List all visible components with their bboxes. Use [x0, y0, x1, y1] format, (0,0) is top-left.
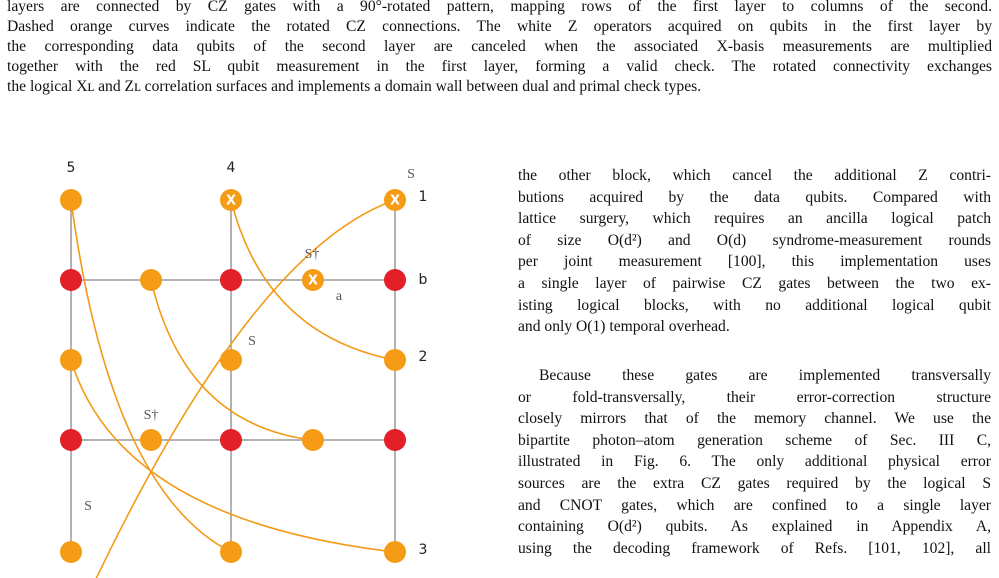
diagram-label: a: [336, 289, 343, 304]
body-line: sources are the extra CZ gates required …: [518, 475, 991, 492]
caption-line: the logical Xʟ and Zʟ correlation surfac…: [7, 78, 702, 95]
diagram-label: S†: [144, 408, 159, 423]
cz-curve: [70, 199, 232, 553]
caption-line: Dashed orange curves indicate the rotate…: [7, 18, 992, 35]
qubit: [220, 189, 242, 211]
body-line: butions acquired by the data qubits. Com…: [518, 188, 991, 206]
body-line: closely mirrors that of the memory chann…: [518, 410, 991, 428]
qubit: [140, 269, 162, 291]
qubit: [302, 269, 324, 291]
body-line: using the decoding framework of Refs. [1…: [518, 539, 991, 557]
qubit: [60, 269, 82, 291]
qubit: [220, 429, 242, 451]
caption-line: the corresponding data qubits of the sec…: [7, 38, 992, 55]
body-line: illustrated in Fig. 6. The only addition…: [518, 453, 991, 471]
body-line: and CNOT gates, which are confined to a …: [518, 496, 991, 514]
diagram-label: 5: [67, 160, 76, 176]
x-operator: X: [308, 274, 318, 289]
qubit: [60, 189, 82, 211]
diagram-label: 4: [227, 160, 236, 176]
diagram-label: S: [84, 499, 92, 514]
body-line: a single layer of pairwise CZ gates betw…: [518, 275, 991, 292]
body-line: containing O(d²) qubits. As explained in…: [518, 518, 991, 536]
body-line: lattice surgery, which requires an ancil…: [518, 210, 991, 228]
diagram-label: 3: [419, 542, 428, 558]
cz-curve: [95, 199, 396, 578]
qubit: [384, 541, 406, 563]
qubit: [220, 349, 242, 371]
qubit: [302, 429, 324, 451]
x-operator: X: [226, 194, 236, 209]
qubit: [384, 429, 406, 451]
diagram-label: S†: [305, 247, 320, 262]
cz-curve: [230, 199, 396, 361]
grid: [70, 200, 396, 552]
diagram-label: S: [407, 167, 415, 182]
qubit: [60, 349, 82, 371]
x-operator: X: [390, 194, 400, 209]
body-line: of size O(d²) and O(d) syndrome-measurem…: [518, 231, 991, 249]
qubit: [60, 429, 82, 451]
body-line: per joint measurement [100], this implem…: [518, 253, 991, 271]
body-line: or fold-transversally, their error-corre…: [518, 388, 991, 406]
body-line: and only O(1) temporal overhead.: [518, 318, 730, 336]
body-line: isting logical blocks, with no additiona…: [518, 296, 991, 314]
qubit: [60, 541, 82, 563]
qubit: [384, 269, 406, 291]
diagram-label: b: [419, 272, 428, 288]
cz-curve: [70, 359, 396, 553]
qubit: [384, 349, 406, 371]
body-line: the other block, which cancel the additi…: [518, 167, 991, 184]
diagram-label: 1: [419, 189, 428, 205]
caption-line: together with the red SL qubit measureme…: [7, 58, 992, 75]
qubit: [140, 429, 162, 451]
body-line: bipartite photon–atom generation scheme …: [518, 431, 991, 449]
diagram-label: 2: [419, 349, 428, 365]
caption-line: layers are connected by CZ gates with a …: [7, 0, 992, 15]
diagram-label: S: [248, 334, 256, 349]
qubit: [384, 189, 406, 211]
cz-curves: [70, 199, 396, 578]
qubit: [220, 269, 242, 291]
cz-curve: [150, 279, 314, 441]
body-line: Because these gates are implemented tran…: [539, 367, 991, 384]
qubit: [220, 541, 242, 563]
